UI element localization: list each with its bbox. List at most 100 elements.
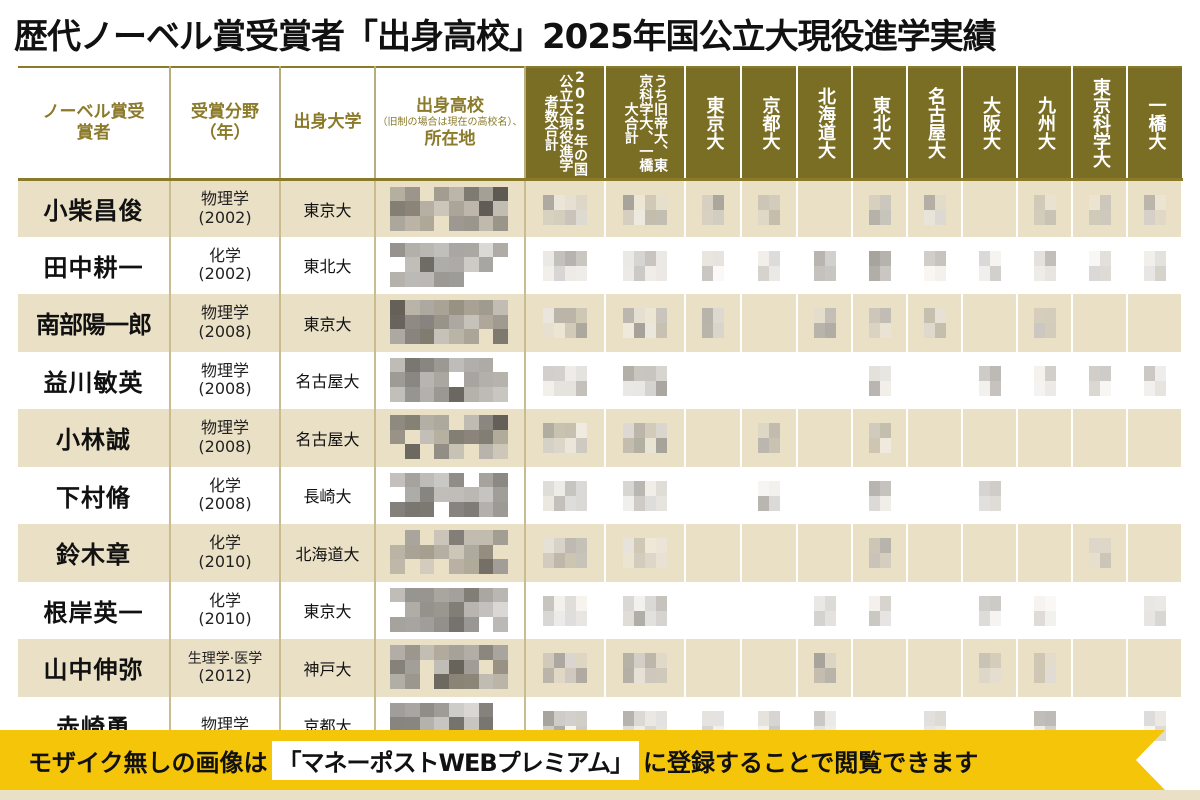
mosaic-cell [797, 179, 853, 237]
mosaic-block [1143, 250, 1166, 281]
header-univ-label: 名古屋大 [924, 86, 946, 159]
header-subtotal: うち旧帝大、東京科学大、一橋大合計 [605, 66, 686, 181]
header-high-school: 出身高校 （旧制の場合は現在の高校名）、 所在地 [375, 66, 526, 181]
university-cell: 東京大 [280, 581, 376, 639]
banner-brand-link[interactable]: 「マネーポストWEBプレミアム」 [271, 740, 640, 780]
mosaic-block [543, 423, 587, 453]
mosaic-cell [962, 466, 1018, 524]
field-year-cell: 物理学 (2008) [170, 409, 281, 467]
year: (2008) [198, 321, 252, 341]
mosaic-block [758, 480, 780, 511]
mosaic-cell [1017, 179, 1073, 237]
mosaic-cell [797, 351, 853, 409]
year: (2008) [198, 379, 252, 399]
mosaic-block [1033, 595, 1056, 626]
mosaic-cell [1127, 466, 1183, 524]
mosaic-block [923, 194, 946, 225]
field-year-cell: 生理学·医学 (2012) [170, 639, 281, 697]
laureate-name: 小柴昌俊 [18, 179, 171, 237]
page-title: 歴代ノーベル賞受賞者「出身高校」2025年国公立大現役進学実績 [14, 16, 997, 57]
mosaic-cell [605, 524, 686, 582]
mosaic-block [868, 308, 891, 338]
mosaic-block [390, 472, 508, 517]
header-high-school-location: 所在地 [424, 128, 476, 149]
mosaic-block [978, 653, 1001, 683]
header-row: ノーベル賞受賞者 受賞分野（年） 出身大学 出身高校 （旧制の場合は現在の高校名… [18, 66, 1182, 181]
mosaic-cell [962, 294, 1018, 352]
mosaic-cell [1072, 639, 1128, 697]
mosaic-cell [907, 524, 963, 582]
mosaic-cell [1017, 639, 1073, 697]
mosaic-cell [852, 179, 908, 237]
mosaic-block [702, 308, 724, 338]
mosaic-block [1143, 595, 1166, 626]
mosaic-cell [685, 294, 742, 352]
year: (2008) [198, 494, 252, 514]
header-univ-label: 一橋大 [1145, 95, 1167, 150]
mosaic-block [978, 595, 1001, 626]
laureate-name: 鈴木章 [18, 524, 171, 582]
mosaic-block [978, 250, 1001, 281]
mosaic-block [623, 653, 667, 683]
mosaic-cell [962, 581, 1018, 639]
high-school-mosaic [375, 581, 526, 639]
mosaic-cell [741, 466, 798, 524]
mosaic-block [623, 595, 667, 626]
mosaic-cell [1072, 409, 1128, 467]
table-row: 山中伸弥 生理学·医学 (2012) 神戸大 [18, 639, 1183, 697]
year: (2010) [198, 551, 252, 571]
mosaic-cell [962, 351, 1018, 409]
mosaic-cell [1017, 351, 1073, 409]
mosaic-cell [605, 409, 686, 467]
mosaic-block [390, 300, 508, 344]
mosaic-cell [685, 466, 742, 524]
header-high-school-note: （旧制の場合は現在の高校名）、 [377, 116, 523, 128]
mosaic-block [1088, 365, 1111, 396]
mosaic-cell [685, 524, 742, 582]
mosaic-cell [525, 294, 606, 352]
mosaic-block [543, 538, 587, 568]
mosaic-block [1033, 250, 1056, 281]
mosaic-cell [525, 639, 606, 697]
mosaic-cell [797, 466, 853, 524]
mosaic-cell [685, 179, 742, 237]
mosaic-block [978, 480, 1001, 511]
high-school-mosaic [375, 639, 526, 697]
mosaic-cell [797, 581, 853, 639]
high-school-mosaic [375, 409, 526, 467]
mosaic-block [758, 423, 780, 453]
header-total-national: 2025年の国公立大現役進学者数合計 [525, 66, 606, 181]
mosaic-block [868, 595, 891, 626]
mosaic-cell [1017, 466, 1073, 524]
table-row: 田中耕一 化学 (2002) 東北大 [18, 236, 1183, 294]
mosaic-block [1088, 194, 1111, 225]
university-cell: 長崎大 [280, 466, 376, 524]
high-school-mosaic [375, 179, 526, 237]
mosaic-block [813, 595, 836, 626]
mosaic-cell [1127, 409, 1183, 467]
mosaic-cell [605, 351, 686, 409]
table-row: 小柴昌俊 物理学 (2002) 東京大 [18, 179, 1183, 237]
mosaic-cell [852, 351, 908, 409]
table-row: 益川敏英 物理学 (2008) 名古屋大 [18, 351, 1183, 409]
university-cell: 東北大 [280, 236, 376, 294]
mosaic-cell [1127, 524, 1183, 582]
mosaic-cell [1072, 466, 1128, 524]
mosaic-cell [525, 179, 606, 237]
mosaic-cell [1017, 294, 1073, 352]
header-univ-kyodai: 京都大 [741, 66, 798, 181]
mosaic-cell [1017, 236, 1073, 294]
table-row: 根岸英一 化学 (2010) 東京大 [18, 581, 1183, 639]
laureate-name: 田中耕一 [18, 236, 171, 294]
header-univ-label: 東京科学大 [1089, 77, 1111, 168]
mosaic-cell [797, 409, 853, 467]
mosaic-cell [1127, 581, 1183, 639]
mosaic-block [923, 250, 946, 281]
mosaic-block [543, 194, 587, 225]
header-univ-label: 東京大 [703, 95, 725, 150]
university-cell: 東京大 [280, 179, 376, 237]
field: 化学 [208, 245, 241, 265]
mosaic-cell [741, 179, 798, 237]
mosaic-cell [1017, 524, 1073, 582]
premium-banner[interactable]: モザイク無しの画像は 「マネーポストWEBプレミアム」 に登録することで閲覧でき… [0, 730, 1165, 790]
